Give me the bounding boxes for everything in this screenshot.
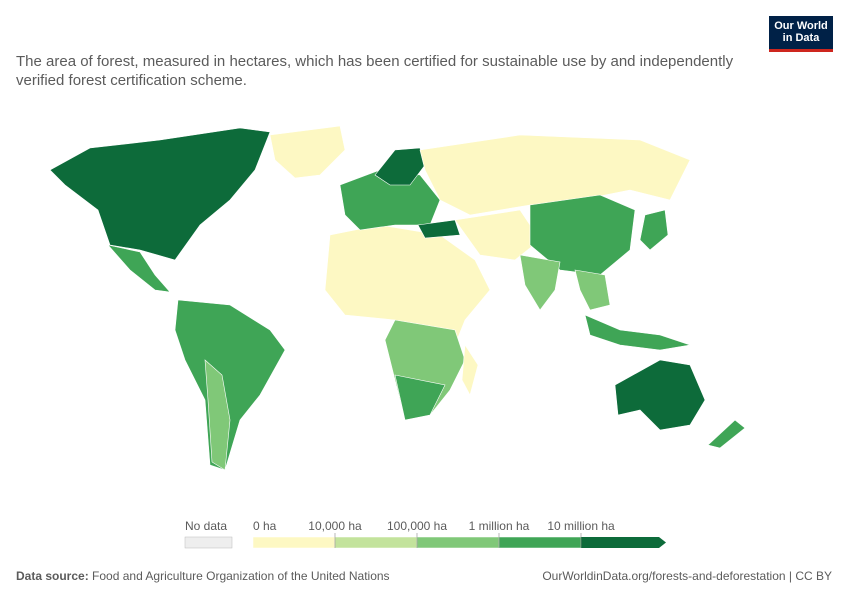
source-text: Food and Agriculture Organization of the… [92,569,390,583]
new-zealand [707,419,746,449]
legend-bin [581,537,666,548]
greenland [269,125,346,179]
china [529,194,636,276]
logo-line: in Data [782,32,820,44]
legend-bin [498,536,582,549]
japan [639,209,669,251]
legend-label: No data [185,519,227,533]
turkey [417,219,461,239]
legend-label: 10 million ha [547,519,615,533]
legend-label: 0 ha [253,519,277,533]
australia [614,359,706,431]
india [519,254,561,311]
legend-bin [416,536,500,549]
logo[interactable]: Our World in Data [769,16,833,52]
indonesia [584,314,691,351]
southeast-asia [574,269,611,311]
russia [419,134,691,216]
legend: No data 0 ha 10,000 ha 100,000 ha 1 million… [184,519,666,549]
source: Data source: Food and Agriculture Organi… [16,569,390,583]
south-africa [394,374,446,421]
legend-label: 1 million ha [469,519,530,533]
argentina [204,359,231,471]
no-data-swatch [184,536,233,549]
north-america [49,127,271,261]
mexico [107,244,171,293]
south-america [174,299,286,471]
source-label: Data source: [16,569,89,583]
map: No data 0 ha 10,000 ha 100,000 ha 1 million… [49,125,746,549]
title: The area of forest, measured in hectares… [16,53,734,89]
madagascar [461,344,479,396]
url[interactable]: OurWorldinData.org/forests-and-deforesta… [542,569,832,583]
logo-line: Our World [774,20,828,32]
legend-bin [334,536,418,549]
legend-bin [252,536,336,549]
legend-label: 10,000 ha [308,519,362,533]
central-asia [454,209,541,261]
legend-label: 100,000 ha [387,519,447,533]
countries [49,125,746,471]
